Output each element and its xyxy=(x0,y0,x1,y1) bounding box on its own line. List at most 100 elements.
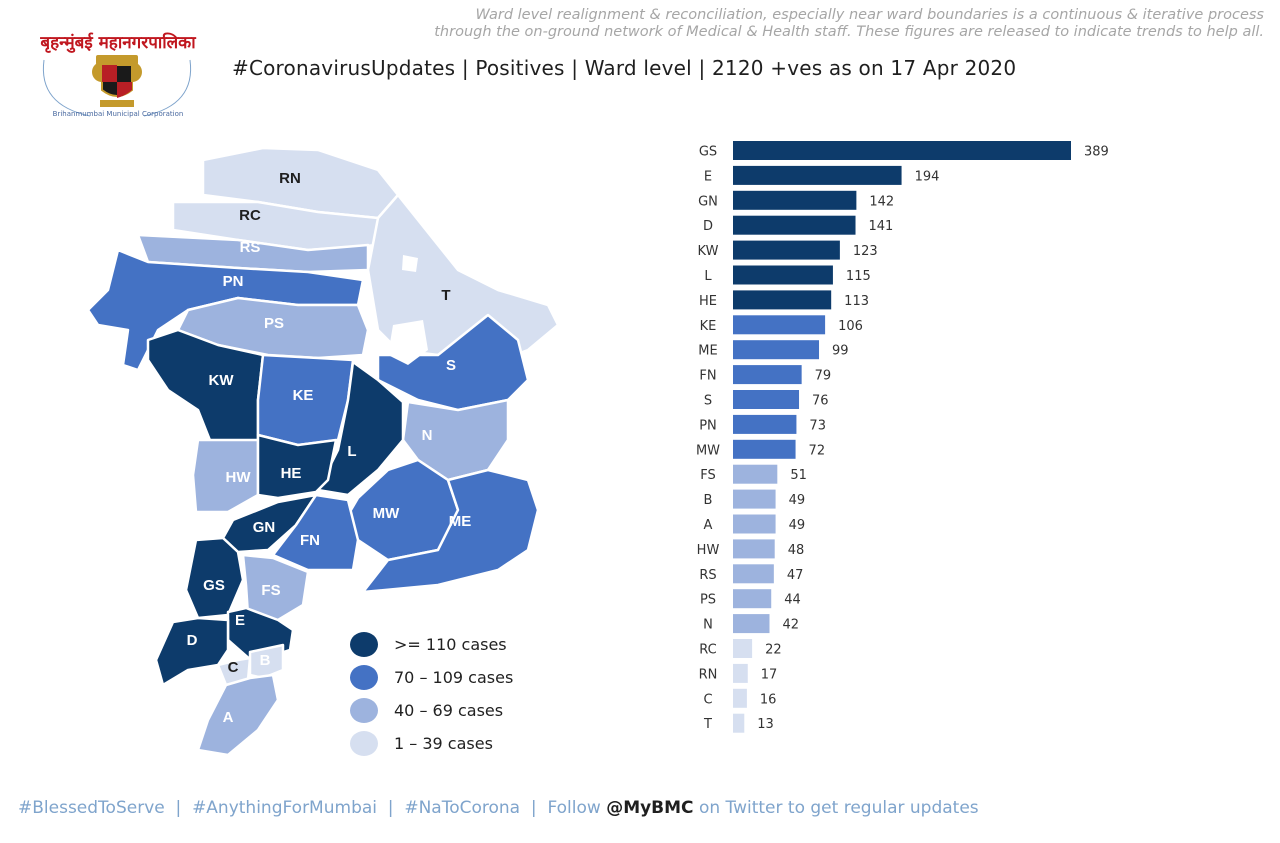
footer-separator: | xyxy=(164,798,193,818)
bar-value-label: 141 xyxy=(869,219,894,234)
legend-swatch xyxy=(350,632,378,657)
bar-category-label: T xyxy=(703,717,712,732)
bar-category-label: PN xyxy=(699,418,717,433)
legend-label: 40 – 69 cases xyxy=(394,701,504,720)
bar-category-label: B xyxy=(704,493,713,508)
bar-category-label: ME xyxy=(698,344,717,359)
bar-value-label: 389 xyxy=(1084,145,1109,160)
bar-category-label: C xyxy=(703,692,712,707)
bar-value-label: 79 xyxy=(815,369,832,384)
map-label-PS: PS xyxy=(264,315,284,332)
map-label-FN: FN xyxy=(300,532,320,549)
legend-swatch xyxy=(350,665,378,690)
bar-RS xyxy=(733,564,774,584)
bar-value-label: 48 xyxy=(788,543,805,558)
bar-category-label: PS xyxy=(700,593,716,608)
bar-value-label: 17 xyxy=(761,667,778,682)
bar-category-label: MW xyxy=(696,443,720,458)
bar-value-label: 73 xyxy=(809,418,826,433)
bar-category-label: D xyxy=(703,219,713,234)
disclaimer-note: Ward level realignment & reconciliation,… xyxy=(200,7,1264,41)
legend-swatch xyxy=(350,698,378,723)
bar-value-label: 123 xyxy=(853,244,878,259)
legend-label: 70 – 109 cases xyxy=(394,668,514,687)
bar-GN xyxy=(733,190,857,210)
bar-category-label: KE xyxy=(700,319,717,334)
footer-follow: Follow xyxy=(547,798,607,818)
ward-bar-chart: GS 389 E 194 GN 142 D 141 KW 123 L 115 HE 113 KE 106 ME 9… xyxy=(640,138,1200,738)
bar-value-label: 49 xyxy=(789,518,806,533)
map-label-KE: KE xyxy=(293,387,314,404)
map-label-C: C xyxy=(228,659,239,676)
bar-FS xyxy=(733,464,778,484)
bar-value-label: 49 xyxy=(789,493,806,508)
bar-RC xyxy=(733,639,753,658)
bar-RN xyxy=(733,663,748,683)
bar-KE xyxy=(733,315,826,335)
bar-C xyxy=(733,688,747,708)
bar-value-label: 113 xyxy=(844,294,869,309)
map-label-RN: RN xyxy=(279,170,301,187)
footer-separator: | xyxy=(520,798,548,818)
bar-MW xyxy=(733,439,796,459)
bar-PN xyxy=(733,414,797,434)
map-label-GN: GN xyxy=(253,519,276,536)
page-title: #CoronavirusUpdates | Positives | Ward l… xyxy=(232,56,1017,80)
bar-PS xyxy=(733,589,772,609)
bmc-logo: बृहन्मुंबई महानगरपालिका Brihanmumbai Mun… xyxy=(30,20,205,120)
bar-category-label: GN xyxy=(698,194,718,209)
ward-S xyxy=(376,313,530,412)
legend: >= 110 cases 70 – 109 cases 40 – 69 case… xyxy=(350,628,590,760)
map-label-MW: MW xyxy=(373,505,400,522)
ward-D xyxy=(154,616,230,687)
bar-B xyxy=(733,489,776,509)
bar-T xyxy=(733,713,745,733)
bar-value-label: 16 xyxy=(760,692,777,707)
ward-ME xyxy=(361,468,540,594)
bar-E xyxy=(733,165,902,185)
map-label-T: T xyxy=(441,287,450,304)
ward-A xyxy=(196,673,280,757)
bar-category-label: HE xyxy=(699,294,717,309)
map-label-L: L xyxy=(347,443,356,460)
bar-value-label: 51 xyxy=(790,468,807,483)
bar-category-label: GS xyxy=(699,145,717,160)
footer: #BlessedToServe | #AnythingForMumbai | #… xyxy=(18,798,1268,818)
map-label-B: B xyxy=(260,652,271,669)
bar-category-label: KW xyxy=(698,244,719,259)
bar-ME xyxy=(733,340,820,360)
footer-separator: | xyxy=(377,798,405,818)
note-line-1: Ward level realignment & reconciliation,… xyxy=(475,7,1264,23)
bar-category-label: FS xyxy=(700,468,716,483)
bar-value-label: 194 xyxy=(915,169,940,184)
ward-FS xyxy=(241,553,310,622)
ward-KE xyxy=(256,353,355,447)
ward-map: RN RC RS PN T PS KW KE S N L HW HE MW ME… xyxy=(78,140,578,765)
bar-value-label: 115 xyxy=(846,269,871,284)
bar-category-label: A xyxy=(704,518,713,533)
legend-item: 70 – 109 cases xyxy=(350,661,590,694)
logo-top-text: बृहन्मुंबई महानगरपालिका xyxy=(39,32,196,53)
bar-value-label: 42 xyxy=(782,618,799,633)
bar-category-label: L xyxy=(704,269,712,284)
legend-swatch xyxy=(350,731,378,756)
map-label-ME: ME xyxy=(449,513,472,530)
bar-value-label: 142 xyxy=(869,194,894,209)
bar-category-label: E xyxy=(704,169,712,184)
map-label-S: S xyxy=(446,357,456,374)
legend-label: >= 110 cases xyxy=(394,635,507,654)
bar-category-label: HW xyxy=(697,543,720,558)
bar-A xyxy=(733,514,776,534)
bar-HE xyxy=(733,290,832,310)
legend-label: 1 – 39 cases xyxy=(394,734,493,753)
bar-value-label: 13 xyxy=(757,717,774,732)
map-label-RC: RC xyxy=(239,207,261,224)
ward-L xyxy=(316,360,405,497)
map-label-D: D xyxy=(187,632,198,649)
bar-category-label: RC xyxy=(699,643,716,658)
logo-ring-text: Brihanmumbai Municipal Corporation xyxy=(53,110,184,118)
bar-S xyxy=(733,390,800,409)
bar-value-label: 106 xyxy=(838,319,863,334)
bar-KW xyxy=(733,240,840,260)
ward-HE xyxy=(256,433,338,500)
